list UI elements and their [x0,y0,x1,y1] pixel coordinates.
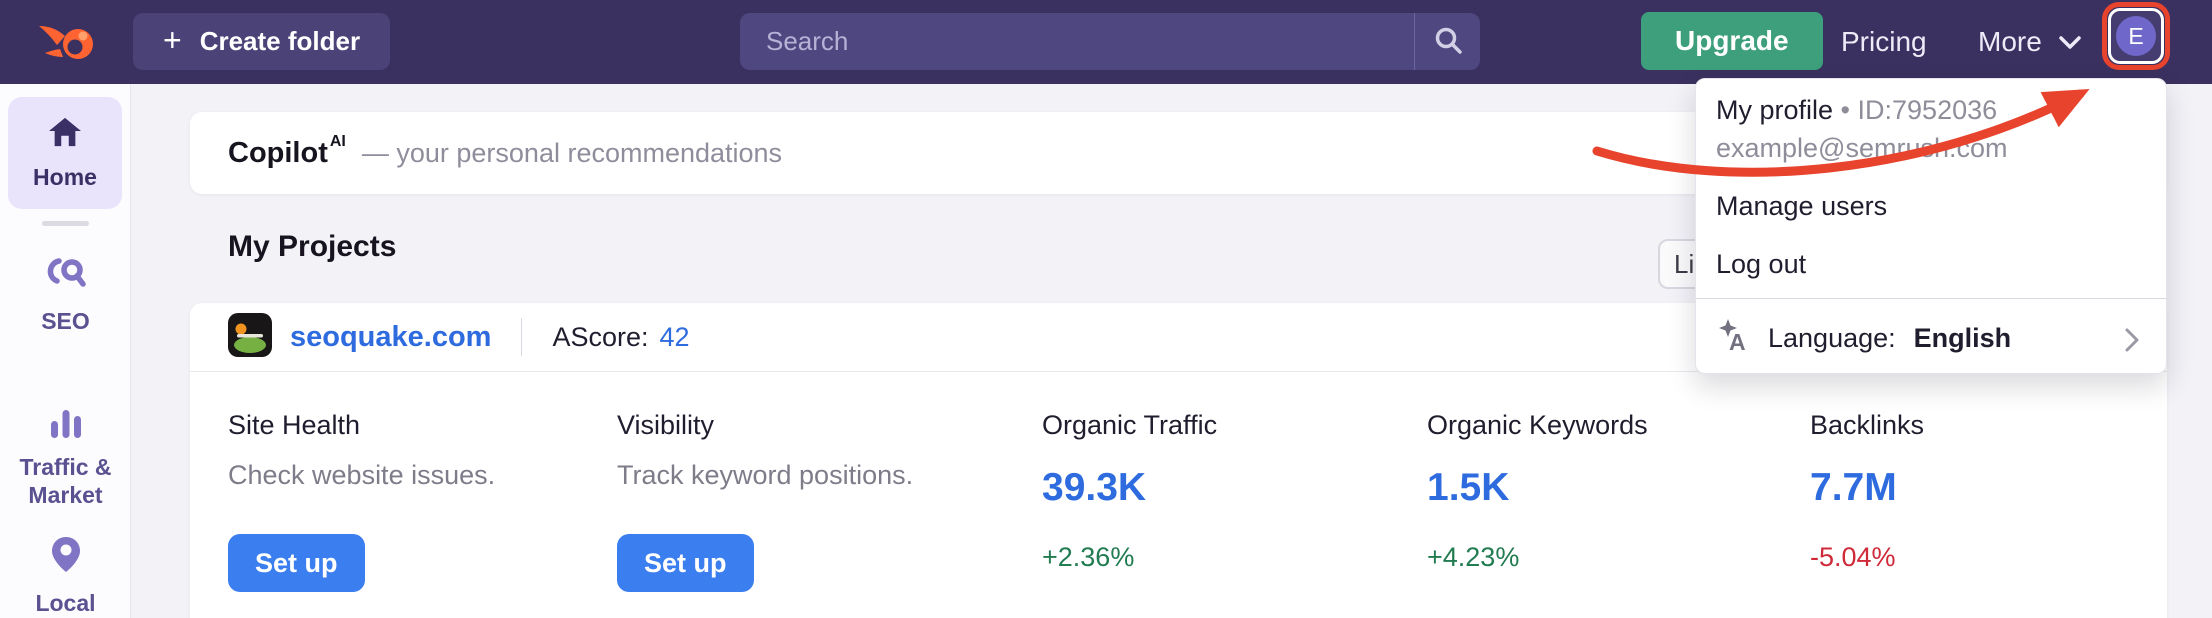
avatar: E [2116,16,2156,56]
sidebar-item-traffic-market[interactable]: Traffic & Market [0,408,131,509]
top-navigation-bar: + Create folder Upgrade Pricing More [0,0,2212,84]
metric-change: -5.04% [1810,542,1896,572]
metric-site-health: Site Health Check website issues. Set up [228,372,598,618]
copilot-subtitle: — your personal recommendations [361,137,783,168]
metric-organic-traffic: Organic Traffic 39.3K +2.36% [1042,372,1412,618]
nav-more-menu[interactable]: More [1978,0,2082,84]
profile-email: example@semrush.com [1716,133,2008,163]
sidebar: Home SEO Traffic & [0,84,131,618]
pricing-label: Pricing [1841,26,1927,57]
sidebar-item-local[interactable]: Local [0,536,131,617]
metric-value: 1.5K [1427,466,1510,509]
traffic-market-icon [49,408,83,444]
profile-avatar-button[interactable]: E [2108,8,2164,64]
setup-button-visibility[interactable]: Set up [617,534,754,592]
metric-title: Organic Keywords [1427,410,1648,440]
menu-item-my-profile[interactable]: My profile • ID:7952036 [1716,95,1998,125]
profile-id-separator: • [1840,95,1850,125]
metric-title: Organic Traffic [1042,410,1218,440]
ascore-label: AScore: [552,321,649,352]
sidebar-seo-label: SEO [41,308,90,335]
sidebar-divider [42,221,89,226]
menu-item-log-out[interactable]: Log out [1716,249,1807,279]
sidebar-home-label: Home [33,163,97,190]
translate-icon: A [1718,318,1752,359]
home-icon [46,116,84,154]
upgrade-label: Upgrade [1675,25,1789,56]
create-folder-button[interactable]: + Create folder [133,13,391,70]
ascore-value-link[interactable]: 42 [659,321,690,352]
metric-change: +4.23% [1427,542,1520,572]
copilot-title: Copilot [228,136,328,169]
svg-text:A: A [1729,329,1746,352]
menu-item-language[interactable]: A Language: English [1718,317,2011,359]
search-submit-button[interactable] [1414,13,1480,70]
sidebar-traffic-market-label: Traffic & Market [19,454,112,509]
more-label: More [1978,26,2042,57]
setup-button-site-health[interactable]: Set up [228,534,365,592]
project-favicon [228,312,272,362]
copilot-ai-badge: AI [329,133,346,150]
sidebar-item-home[interactable]: Home [8,97,122,209]
metric-organic-keywords: Organic Keywords 1.5K +4.23% [1427,372,1797,618]
metric-title: Site Health [228,410,361,440]
metric-value: 39.3K [1042,466,1147,509]
language-value: English [1913,322,2012,353]
metric-change: +2.36% [1042,542,1135,572]
plus-icon: + [163,21,182,58]
metric-title: Backlinks [1810,410,1925,440]
search-icon [1433,25,1463,58]
sidebar-local-label: Local [35,590,96,617]
semrush-logo-icon[interactable] [38,17,96,72]
language-label: Language: [1768,322,1896,353]
search-bar [740,13,1480,70]
list-toggle-label: Li [1674,248,1695,279]
metric-value: 7.7M [1810,466,1897,509]
chevron-right-icon [2124,327,2140,358]
metric-description: Check website issues. [228,460,496,490]
upgrade-button[interactable]: Upgrade [1641,12,1823,70]
profile-account-id: ID:7952036 [1857,95,1998,125]
menu-item-manage-users[interactable]: Manage users [1716,191,1888,221]
project-header-row: seoquake.com AScore: 42 [190,303,2167,372]
metric-backlinks: Backlinks 7.7M -5.04% [1810,372,2180,618]
sidebar-item-seo[interactable]: SEO [0,256,131,335]
seo-icon [45,256,87,298]
metric-description: Track keyword positions. [617,460,914,490]
chevron-down-icon [2058,26,2082,58]
annotation-highlight-ring: E [2102,2,2170,70]
menu-divider [1696,298,2166,299]
header-divider [521,318,523,356]
search-input[interactable] [740,13,1414,70]
project-domain-link[interactable]: seoquake.com [290,320,492,353]
metric-title: Visibility [617,410,715,440]
nav-pricing[interactable]: Pricing [1841,0,1927,84]
my-projects-heading: My Projects [228,230,397,263]
metric-visibility: Visibility Track keyword positions. Set … [617,372,987,618]
create-folder-label: Create folder [199,26,361,56]
local-pin-icon [51,536,81,580]
profile-dropdown-menu: My profile • ID:7952036 example@semrush.… [1695,78,2167,374]
